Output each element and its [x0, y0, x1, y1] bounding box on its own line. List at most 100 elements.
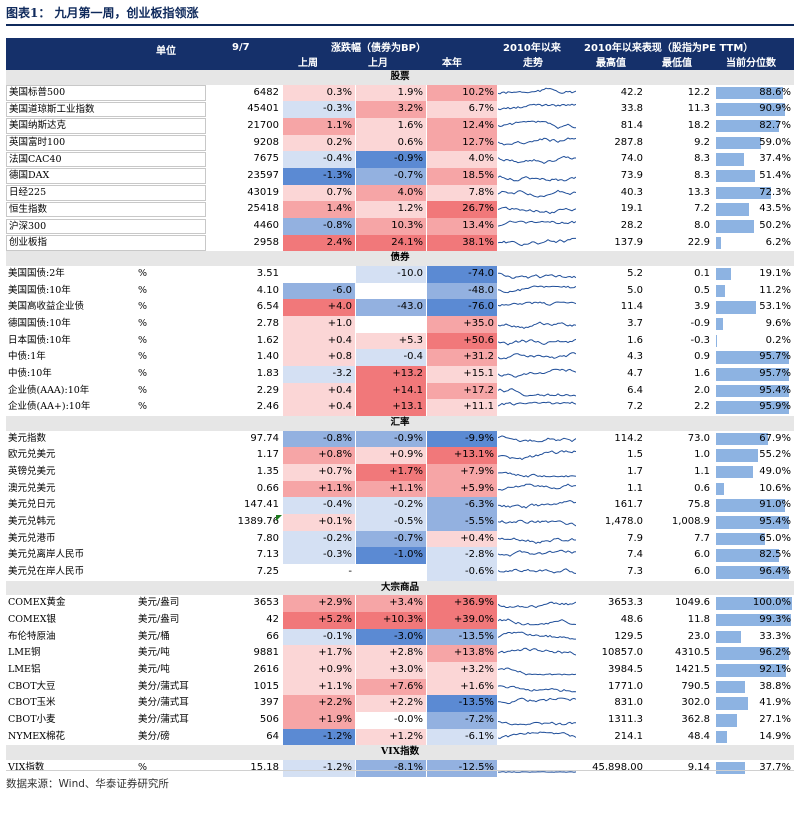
row-month-change: +1.7%	[356, 463, 426, 481]
trend-sparkline	[498, 662, 576, 679]
row-ytd-change: +39.0%	[427, 611, 497, 629]
trend-sparkline	[498, 101, 576, 118]
row-high: 40.3	[620, 186, 643, 198]
row-low: 3.9	[694, 301, 710, 313]
sparkline-path	[498, 285, 576, 293]
percentile-label: 10.6%	[759, 482, 791, 494]
percentile-bar	[716, 186, 771, 200]
row-unit: %	[138, 761, 148, 773]
row-ytd-change: +11.1	[427, 399, 497, 417]
row-ytd-change: -76.0	[427, 299, 497, 316]
row-month-change: -0.4	[356, 349, 426, 366]
row-ytd-change: -9.9%	[427, 430, 497, 448]
row-ytd-change: +7.9%	[427, 463, 497, 481]
row-value: 3653	[253, 597, 279, 609]
row-month-change: +1.1%	[356, 480, 426, 498]
row-value: 397	[259, 697, 279, 709]
row-high: 114.2	[614, 432, 643, 444]
row-ytd-change: -6.1%	[427, 728, 497, 746]
row-percentile: 11.2%	[716, 283, 794, 300]
row-value: 2616	[253, 664, 279, 675]
row-month-change: -0.9%	[356, 151, 426, 168]
sparkline-path	[498, 550, 576, 558]
sparkline-path	[498, 731, 576, 739]
row-high: 1.6	[627, 334, 643, 346]
percentile-bar	[716, 664, 786, 677]
percentile-label: 96.2%	[759, 647, 791, 659]
trend-sparkline	[498, 316, 576, 333]
row-low: 1421.5	[675, 664, 710, 675]
row-value: 43019	[247, 186, 279, 198]
trend-sparkline	[498, 151, 576, 168]
row-high: 81.4	[620, 119, 643, 131]
row-value: 7.13	[256, 549, 279, 561]
table-row: 日经225 43019 0.7% 4.0% 7.8% 40.3 13.3 72.3%	[6, 184, 794, 202]
header-high: 最高值	[596, 58, 626, 69]
sparkline-path	[498, 648, 576, 656]
row-month-change: +13.2	[356, 366, 426, 383]
row-value: 3.51	[256, 267, 279, 279]
row-name: 美国国债:2年	[8, 267, 65, 279]
footer-rule	[6, 770, 794, 771]
row-month-change: -0.5%	[356, 514, 426, 531]
row-high: 7.4	[627, 549, 643, 561]
sparkline-path	[498, 684, 576, 693]
row-month-change: +7.6%	[356, 678, 426, 696]
sparkline-path	[498, 175, 576, 182]
trend-sparkline	[498, 497, 576, 514]
header-low: 最低值	[662, 58, 692, 69]
row-ytd-change: -13.5%	[427, 695, 497, 713]
row-value: 21700	[247, 119, 279, 131]
row-percentile: 43.5%	[716, 201, 794, 218]
row-percentile: 95.7%	[716, 349, 794, 366]
row-week-change: -0.1%	[283, 628, 355, 646]
row-week-change: +1.7%	[283, 645, 355, 662]
row-unit: %	[138, 384, 148, 396]
section-header: 债券	[6, 251, 794, 266]
row-name: 美元兑在岸人民币	[8, 566, 85, 578]
trend-sparkline	[498, 464, 576, 481]
percentile-bar	[716, 401, 789, 414]
row-percentile: 95.4%	[716, 514, 794, 531]
percentile-bar	[716, 284, 725, 298]
row-name: CBOT玉米	[8, 697, 56, 709]
trend-sparkline	[498, 135, 576, 152]
section-header: 大宗商品	[6, 580, 794, 596]
row-low: 4310.5	[675, 647, 710, 659]
row-month-change: +5.3	[356, 332, 426, 350]
sparkline-path	[498, 103, 576, 111]
sparkline-path	[498, 120, 576, 129]
row-week-change: -0.8%	[283, 430, 355, 448]
percentile-label: 27.1%	[759, 714, 791, 726]
trend-sparkline	[498, 349, 576, 366]
table-row: VIX指数% 15.18 -1.2% -8.1% -12.5% 45,898.00 9.14…	[6, 759, 794, 777]
row-low: 8.3	[694, 153, 710, 165]
sparkline-path	[498, 721, 576, 726]
row-low: -0.3	[690, 334, 710, 346]
row-low: 362.8	[681, 714, 710, 726]
row-high: 3984.5	[608, 664, 643, 675]
row-week-change: +0.8	[283, 349, 355, 366]
trend-sparkline	[498, 481, 576, 498]
row-ytd-change: 12.7%	[427, 134, 497, 152]
row-month-change: +3.0%	[356, 662, 426, 679]
trend-sparkline	[498, 118, 576, 135]
row-month-change: +10.3%	[356, 611, 426, 629]
row-week-change: +0.4	[283, 332, 355, 350]
header-ytd: 本年	[442, 58, 462, 69]
row-high: 287.8	[614, 136, 643, 148]
sparkline-path	[498, 352, 576, 360]
row-value: 1.83	[256, 368, 279, 379]
percentile-label: 95.7%	[759, 351, 791, 363]
table-row: 英镑兑美元 1.35 +0.7% +1.7% +7.9% 1.7 1.1 49.0%	[6, 463, 794, 481]
row-name: LME铜	[8, 647, 41, 659]
row-high: 45,898.00	[592, 761, 643, 773]
percentile-bar	[716, 136, 761, 150]
row-ytd-change: +5.9%	[427, 480, 497, 498]
row-ytd-change: 7.8%	[427, 184, 497, 202]
row-name: LME铝	[8, 664, 41, 675]
percentile-bar	[716, 613, 792, 627]
table-row: 美国国债:10年% 4.10 -6.0 -48.0 5.0 0.5 11.2%	[6, 282, 794, 300]
percentile-label: 19.1%	[759, 267, 791, 279]
table-header: 单位 9/7 涨跌幅（债券为BP） 上周 上月 本年 2010年以来 走势 20…	[6, 38, 794, 70]
